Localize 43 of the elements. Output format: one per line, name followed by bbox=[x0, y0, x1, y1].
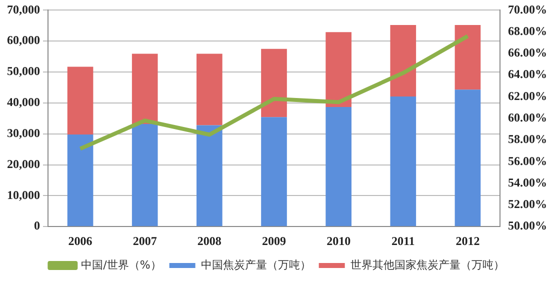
y2-tick-label: 54.00% bbox=[508, 175, 547, 190]
y2-tick-label: 52.00% bbox=[508, 197, 547, 212]
bar bbox=[261, 117, 287, 226]
bar bbox=[261, 48, 287, 118]
bar bbox=[132, 124, 158, 226]
bar bbox=[196, 54, 222, 126]
bar bbox=[67, 134, 94, 226]
bar bbox=[67, 66, 94, 134]
bar bbox=[326, 32, 352, 107]
x-tick-label: 2010 bbox=[326, 234, 351, 248]
x-tick-label: 2008 bbox=[197, 234, 222, 248]
y-tick-label: 20,000 bbox=[7, 156, 40, 171]
y2-tick-label: 64.00% bbox=[508, 67, 547, 82]
y-tick-label: 30,000 bbox=[7, 126, 40, 140]
y2-tick-label: 60.00% bbox=[508, 110, 547, 124]
y2-tick-label: 58.00% bbox=[508, 132, 547, 146]
x-tick-label: 2007 bbox=[132, 234, 157, 248]
bar bbox=[454, 90, 481, 226]
bar bbox=[132, 54, 158, 124]
y2-tick-label: 66.00% bbox=[508, 46, 547, 60]
x-tick-label: 2011 bbox=[391, 234, 415, 248]
y-tick-label: 70,000 bbox=[7, 2, 40, 16]
y-tick-label: 0 bbox=[34, 218, 40, 233]
legend-label: 世界其他国家焦炭产量（万吨） bbox=[350, 258, 504, 272]
y-tick-label: 40,000 bbox=[7, 95, 40, 110]
y-tick-label: 50,000 bbox=[7, 64, 40, 78]
x-tick-label: 2006 bbox=[68, 234, 92, 248]
y-tick-label: 10,000 bbox=[7, 188, 40, 202]
y2-tick-label: 50.00% bbox=[508, 218, 547, 233]
bar bbox=[454, 25, 481, 90]
x-tick-label: 2009 bbox=[262, 234, 286, 248]
y2-tick-label: 56.00% bbox=[508, 154, 547, 168]
y2-tick-label: 62.00% bbox=[508, 88, 547, 103]
y2-tick-label: 70.00% bbox=[508, 2, 547, 16]
bar bbox=[326, 106, 352, 226]
x-tick-label: 2012 bbox=[456, 234, 480, 248]
legend-label: 中国/世界（%） bbox=[81, 258, 162, 272]
legend-label: 中国焦炭产量（万吨） bbox=[200, 258, 311, 272]
y2-tick-label: 68.00% bbox=[508, 24, 547, 38]
y-tick-label: 60,000 bbox=[7, 33, 40, 48]
bar bbox=[390, 96, 416, 226]
bar bbox=[390, 25, 416, 96]
bar bbox=[196, 125, 222, 226]
